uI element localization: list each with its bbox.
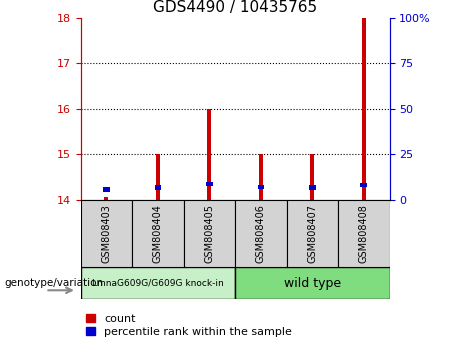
- Bar: [258, 184, 264, 189]
- Text: wild type: wild type: [284, 277, 341, 290]
- Text: GSM808405: GSM808405: [204, 204, 214, 263]
- Bar: [361, 183, 367, 187]
- FancyBboxPatch shape: [338, 200, 390, 267]
- FancyBboxPatch shape: [81, 200, 132, 267]
- Text: GSM808403: GSM808403: [101, 204, 112, 263]
- FancyBboxPatch shape: [287, 200, 338, 267]
- Bar: [206, 182, 213, 186]
- Legend: count, percentile rank within the sample: count, percentile rank within the sample: [86, 314, 292, 337]
- Text: GSM808407: GSM808407: [307, 204, 317, 263]
- Bar: [156, 154, 160, 200]
- FancyBboxPatch shape: [183, 200, 235, 267]
- FancyBboxPatch shape: [132, 200, 183, 267]
- Text: genotype/variation: genotype/variation: [5, 278, 104, 288]
- Text: GSM808406: GSM808406: [256, 204, 266, 263]
- FancyBboxPatch shape: [235, 267, 390, 299]
- Bar: [309, 185, 316, 190]
- Bar: [310, 154, 314, 200]
- Text: GSM808404: GSM808404: [153, 204, 163, 263]
- Title: GDS4490 / 10435765: GDS4490 / 10435765: [153, 0, 317, 15]
- Bar: [103, 187, 110, 192]
- Text: LmnaG609G/G609G knock-in: LmnaG609G/G609G knock-in: [92, 279, 224, 288]
- Bar: [104, 197, 108, 200]
- FancyBboxPatch shape: [81, 267, 235, 299]
- Text: GSM808408: GSM808408: [359, 204, 369, 263]
- FancyBboxPatch shape: [235, 200, 287, 267]
- Bar: [362, 18, 366, 200]
- Bar: [259, 154, 263, 200]
- Bar: [207, 109, 212, 200]
- Bar: [154, 185, 161, 190]
